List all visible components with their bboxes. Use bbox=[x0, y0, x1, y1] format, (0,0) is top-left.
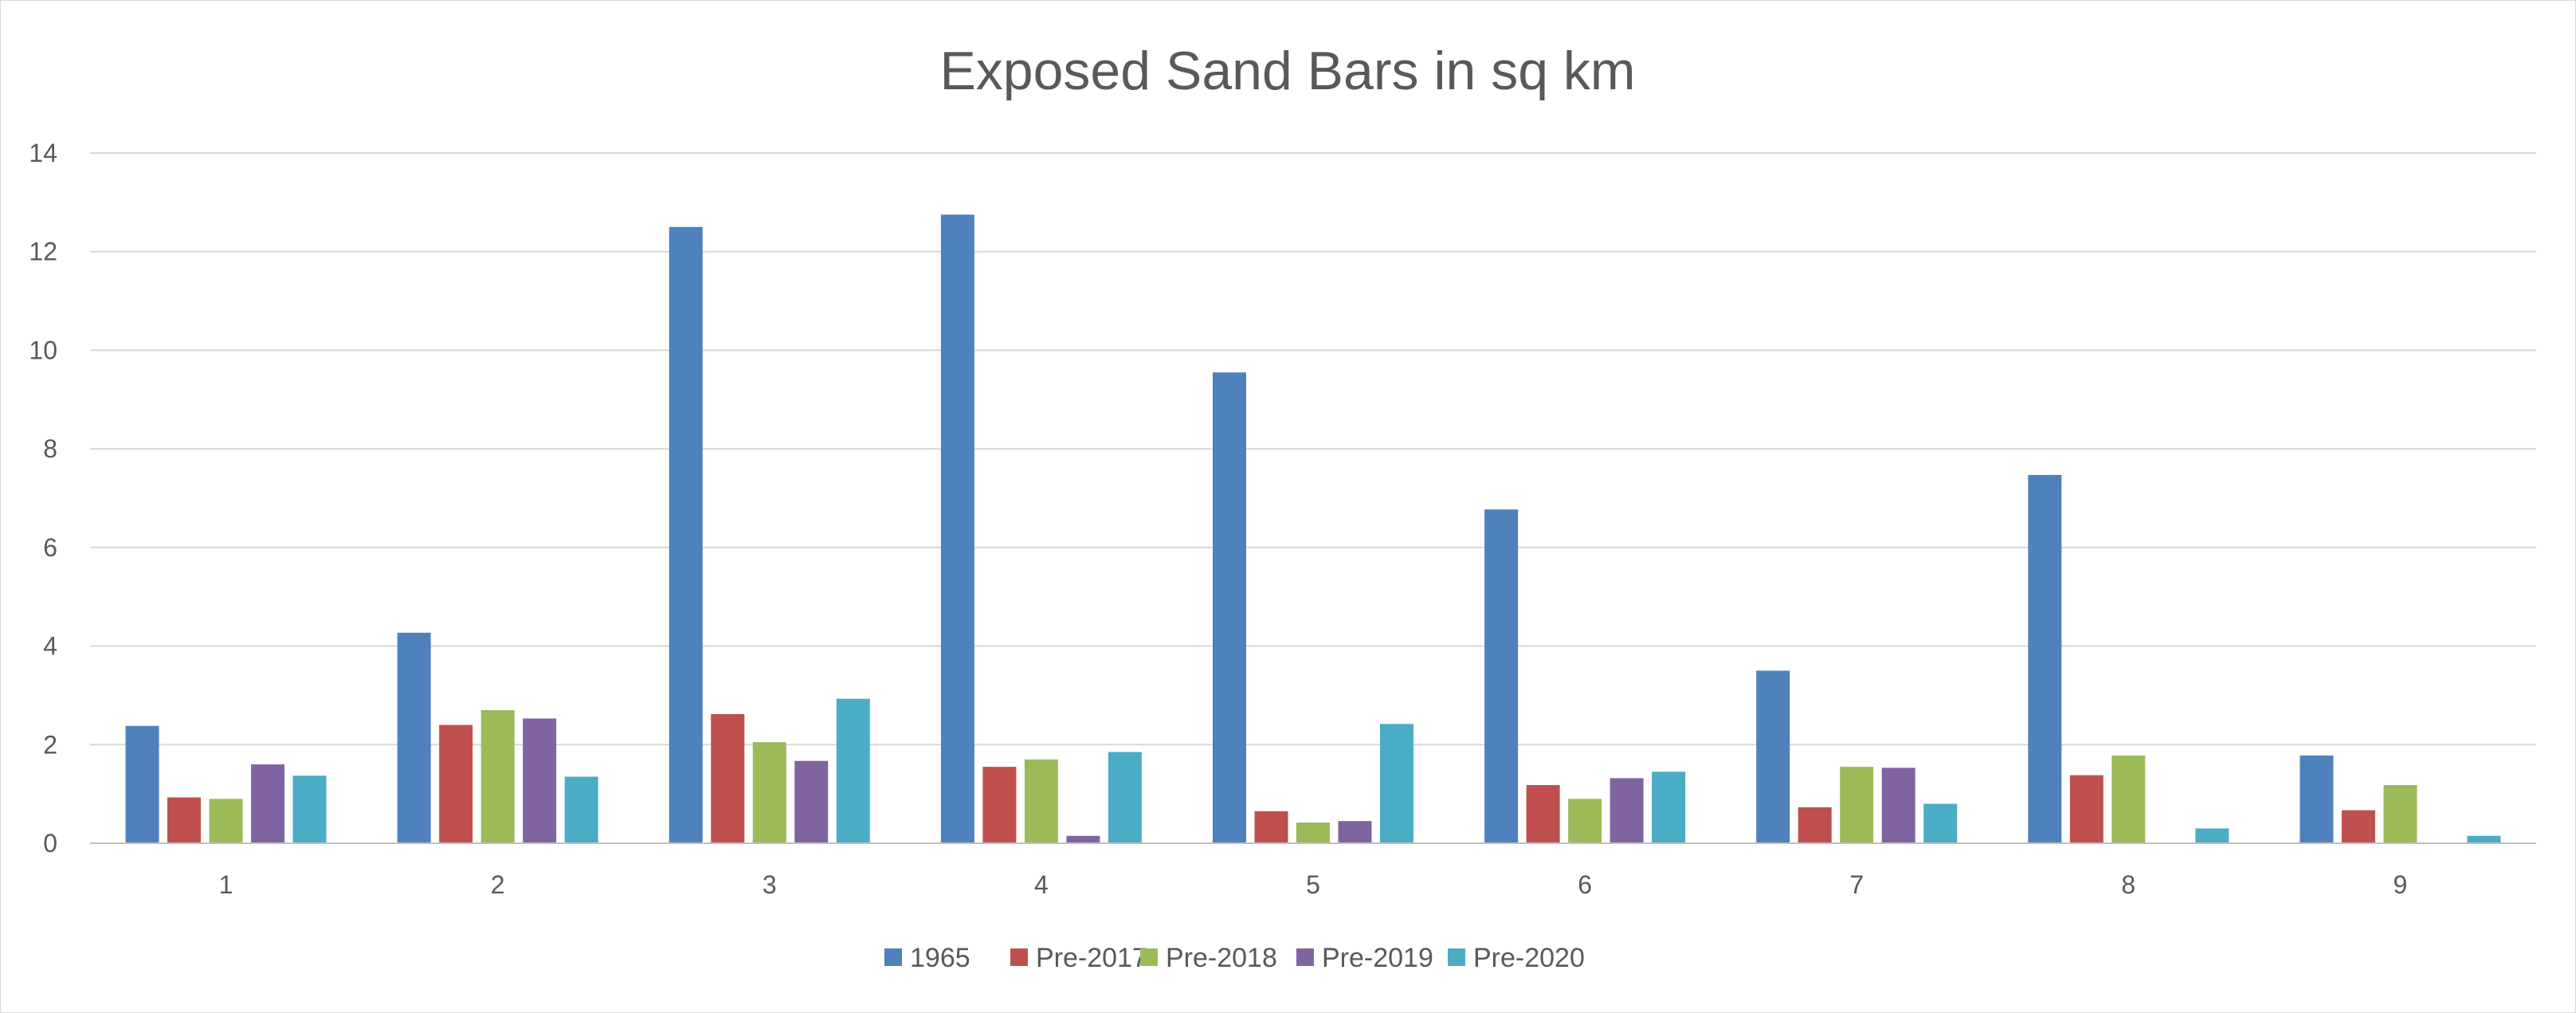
legend-label: Pre-2020 bbox=[1473, 943, 1585, 973]
legend-label: Pre-2017 bbox=[1036, 943, 1147, 973]
y-tick-label: 8 bbox=[43, 434, 57, 463]
bar-pre-2017-cat-8 bbox=[2069, 775, 2104, 843]
y-tick-label: 10 bbox=[29, 336, 57, 364]
legend-swatch bbox=[1296, 948, 1314, 966]
bar-1965-cat-1 bbox=[125, 725, 159, 843]
bar-1965-cat-8 bbox=[2028, 474, 2062, 843]
x-tick-label: 7 bbox=[1849, 870, 1864, 899]
x-tick-label: 8 bbox=[2121, 870, 2135, 899]
bar-pre-2019-cat-6 bbox=[1610, 778, 1644, 843]
y-tick-label: 6 bbox=[43, 533, 57, 562]
bar-pre-2020-cat-9 bbox=[2467, 835, 2501, 843]
bar-pre-2020-cat-6 bbox=[1652, 772, 1686, 843]
chart-title: Exposed Sand Bars in sq km bbox=[939, 41, 1635, 101]
bar-1965-cat-6 bbox=[1484, 509, 1519, 843]
legend-swatch bbox=[1010, 948, 1028, 966]
y-tick-label: 12 bbox=[29, 238, 57, 266]
bar-pre-2017-cat-9 bbox=[2341, 810, 2375, 843]
y-tick-label: 14 bbox=[29, 139, 57, 167]
bar-pre-2020-cat-1 bbox=[292, 775, 327, 843]
bar-pre-2018-cat-4 bbox=[1024, 759, 1058, 843]
x-axis-tick-labels: 1 2 3 4 5 6 7 8 9 bbox=[219, 870, 2408, 899]
legend: 1965 Pre-2017 Pre-2018 Pre-2019 Pre-2020 bbox=[884, 943, 1585, 973]
gridlines bbox=[90, 152, 2536, 746]
bar-pre-2019-cat-7 bbox=[1881, 768, 1915, 843]
bar-pre-2019-cat-5 bbox=[1338, 821, 1372, 843]
bar-1965-cat-3 bbox=[669, 226, 703, 843]
legend-swatch bbox=[1140, 948, 1158, 966]
legend-swatch bbox=[884, 948, 902, 966]
bar-pre-2017-cat-1 bbox=[167, 797, 202, 843]
bar-pre-2020-cat-8 bbox=[2195, 828, 2229, 843]
bar-pre-2020-cat-5 bbox=[1380, 724, 1413, 843]
bar-pre-2018-cat-8 bbox=[2111, 755, 2146, 843]
bar-1965-cat-7 bbox=[1756, 670, 1790, 843]
x-tick-label: 1 bbox=[219, 870, 233, 899]
bar-pre-2020-cat-7 bbox=[1923, 803, 1958, 843]
bar-pre-2018-cat-1 bbox=[209, 799, 243, 843]
bar-pre-2018-cat-6 bbox=[1568, 799, 1602, 843]
x-tick-label: 6 bbox=[1578, 870, 1592, 899]
legend-label: 1965 bbox=[910, 943, 970, 973]
bar-pre-2018-cat-9 bbox=[2383, 785, 2417, 843]
bar-pre-2018-cat-2 bbox=[480, 709, 515, 843]
x-tick-label: 4 bbox=[1034, 870, 1049, 899]
bar-1965-cat-4 bbox=[940, 214, 974, 844]
x-tick-label: 5 bbox=[1306, 870, 1320, 899]
bar-pre-2019-cat-2 bbox=[523, 718, 557, 843]
bar-pre-2019-cat-4 bbox=[1066, 835, 1100, 843]
bar-pre-2020-cat-2 bbox=[564, 776, 598, 843]
bar-pre-2020-cat-4 bbox=[1108, 752, 1142, 843]
y-tick-label: 4 bbox=[43, 632, 57, 661]
bar-pre-2017-cat-3 bbox=[711, 713, 745, 843]
bar-1965-cat-9 bbox=[2300, 755, 2334, 843]
bar-1965-cat-2 bbox=[397, 632, 431, 843]
bar-pre-2017-cat-5 bbox=[1254, 811, 1288, 843]
bar-pre-2018-cat-3 bbox=[752, 742, 786, 843]
x-tick-label: 2 bbox=[491, 870, 505, 899]
y-tick-label: 0 bbox=[43, 829, 57, 858]
bar-pre-2017-cat-6 bbox=[1526, 785, 1560, 843]
x-tick-label: 3 bbox=[763, 870, 777, 899]
x-tick-label: 9 bbox=[2394, 870, 2408, 899]
legend-swatch bbox=[1448, 948, 1465, 966]
legend-label: Pre-2018 bbox=[1166, 943, 1277, 973]
bar-pre-2017-cat-2 bbox=[439, 724, 473, 843]
bar-pre-2020-cat-3 bbox=[836, 698, 870, 843]
bars bbox=[125, 214, 2501, 844]
y-tick-label: 2 bbox=[43, 730, 57, 759]
bar-pre-2018-cat-5 bbox=[1296, 823, 1330, 843]
bar-pre-2017-cat-4 bbox=[982, 767, 1017, 843]
bar-pre-2019-cat-1 bbox=[251, 764, 285, 843]
y-axis-tick-labels: 0 2 4 6 8 10 12 14 bbox=[29, 139, 57, 858]
bar-pre-2018-cat-7 bbox=[1840, 767, 1874, 843]
bar-pre-2019-cat-3 bbox=[794, 760, 829, 843]
bar-1965-cat-5 bbox=[1213, 372, 1246, 843]
bar-pre-2017-cat-7 bbox=[1798, 807, 1832, 843]
legend-label: Pre-2019 bbox=[1322, 943, 1433, 973]
